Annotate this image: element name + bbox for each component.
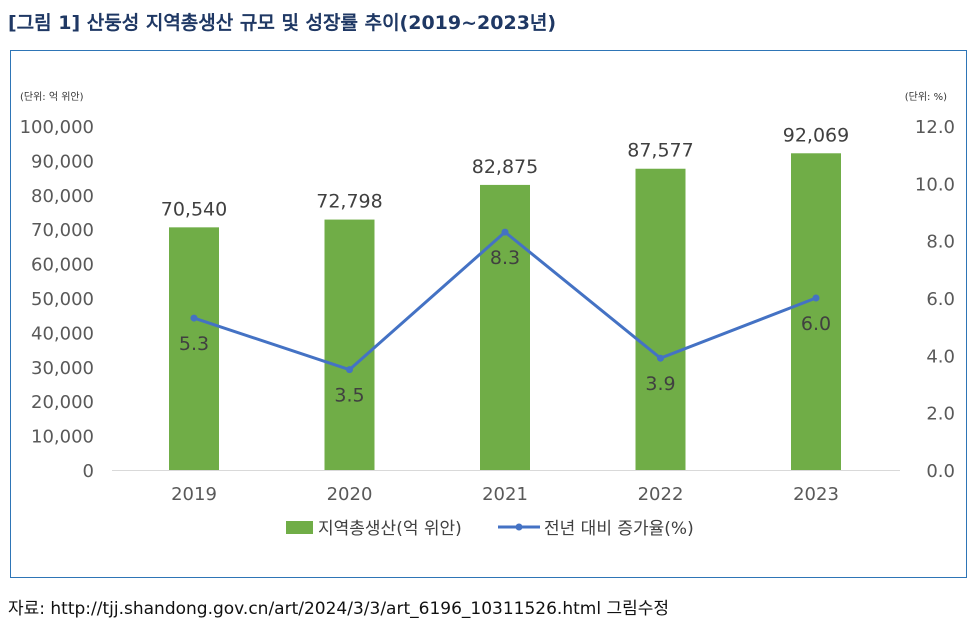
growth-value-label: 5.3 xyxy=(179,333,209,355)
bar-value-label: 82,875 xyxy=(472,156,538,178)
x-axis-tick: 2019 xyxy=(171,484,217,505)
x-axis-tick: 2022 xyxy=(638,484,684,505)
right-axis-tick: 4.0 xyxy=(926,346,955,367)
growth-value-label: 3.5 xyxy=(334,385,364,407)
growth-value-label: 3.9 xyxy=(645,373,675,395)
bar-2022 xyxy=(635,168,686,471)
left-axis-tick: 40,000 xyxy=(31,323,94,344)
x-axis-tick: 2023 xyxy=(793,484,839,505)
left-axis-tick: 50,000 xyxy=(31,289,94,310)
left-axis-tick: 10,000 xyxy=(31,427,94,448)
left-axis-tick: 80,000 xyxy=(31,186,94,207)
left-axis-tick: 70,000 xyxy=(31,220,94,241)
legend-bar-label: 지역총생산(억 위안) xyxy=(318,519,462,539)
growth-value-label: 8.3 xyxy=(490,247,520,269)
left-axis-tick: 30,000 xyxy=(31,358,94,379)
line-series: 5.3 3.5 8.3 3.9 6.0 xyxy=(179,228,831,407)
figure-label: [그림 1] xyxy=(8,12,81,34)
x-axis-tick: 2020 xyxy=(327,484,373,505)
left-axis-tick: 20,000 xyxy=(31,392,94,413)
bar-value-label: 87,577 xyxy=(627,140,693,162)
left-axis-tick: 90,000 xyxy=(31,151,94,172)
right-axis-tick: 2.0 xyxy=(926,404,955,425)
right-axis-tick: 6.0 xyxy=(926,289,955,310)
right-axis-unit: (단위: %) xyxy=(905,90,947,103)
growth-point-2021 xyxy=(501,228,509,236)
x-axis: 2019 2020 2021 2022 2023 xyxy=(112,470,900,505)
bar-value-label: 72,798 xyxy=(316,191,382,213)
legend: 지역총생산(억 위안) 전년 대비 증가율(%) xyxy=(286,519,694,539)
legend-line-marker xyxy=(515,523,523,531)
x-axis-tick: 2021 xyxy=(482,484,528,505)
bar-value-label: 92,069 xyxy=(783,124,849,146)
growth-point-2020 xyxy=(346,366,353,374)
bar-2023 xyxy=(791,153,841,470)
bar-series: 70,540 72,798 82,875 87,577 92,069 xyxy=(161,124,849,471)
left-axis-tick: 60,000 xyxy=(31,255,94,276)
legend-line-label: 전년 대비 증가율(%) xyxy=(544,519,694,539)
left-axis-tick: 0 xyxy=(83,461,94,482)
right-axis-tick: 12.0 xyxy=(915,117,955,138)
bar-2019 xyxy=(169,227,219,470)
bar-2020 xyxy=(324,219,375,470)
right-axis: (단위: %) 0.0 2.0 4.0 6.0 8.0 10.0 12.0 xyxy=(905,90,955,482)
left-axis-unit: (단위: 억 위안) xyxy=(20,90,84,103)
bar-value-label: 70,540 xyxy=(161,198,227,220)
left-axis: (단위: 억 위안) 0 10,000 20,000 30,000 40,000 50,00… xyxy=(20,90,94,482)
left-axis-tick: 100,000 xyxy=(20,117,94,138)
growth-point-2019 xyxy=(190,314,198,322)
source-note: 자료: http://tjj.shandong.gov.cn/art/2024/… xyxy=(8,599,670,619)
right-axis-tick: 0.0 xyxy=(926,461,955,482)
right-axis-tick: 8.0 xyxy=(926,232,955,253)
growth-point-2022 xyxy=(657,354,664,362)
growth-value-label: 6.0 xyxy=(801,313,831,335)
bar-2021 xyxy=(480,184,530,470)
figure-title: [그림 1] 산둥성 지역총생산 규모 및 성장률 추이(2019~2023년) xyxy=(8,8,556,35)
right-axis-tick: 10.0 xyxy=(915,174,955,195)
growth-point-2023 xyxy=(812,294,820,302)
chart-frame xyxy=(10,50,967,578)
figure-title-text: 산둥성 지역총생산 규모 및 성장률 추이(2019~2023년) xyxy=(86,12,557,34)
legend-bar-swatch xyxy=(286,521,313,534)
